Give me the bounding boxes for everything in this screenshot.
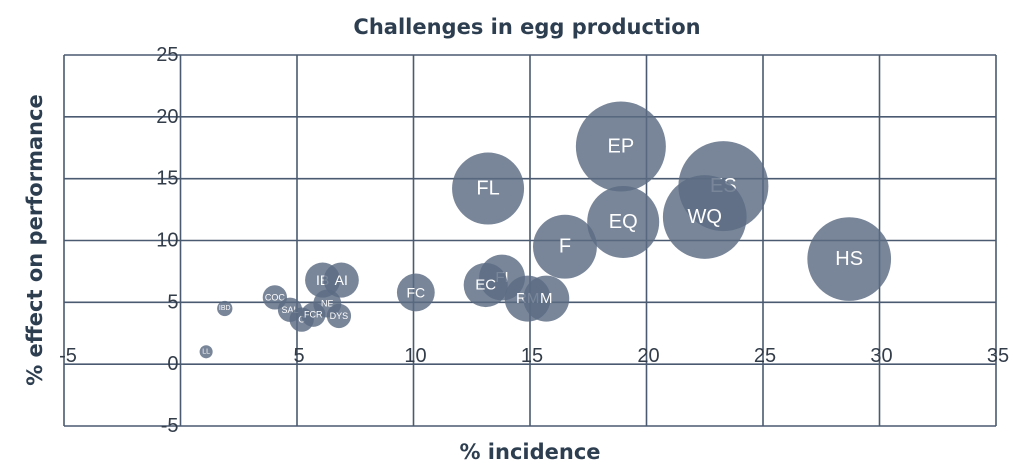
x-tick-label: 35 <box>987 345 1009 367</box>
bubble-label: NE <box>321 299 334 309</box>
bubble-eq <box>587 185 660 258</box>
x-tick-label: 5 <box>293 345 304 367</box>
y-tick-label: -5 <box>161 415 179 437</box>
y-tick-label: 20 <box>156 106 178 128</box>
bubble-label: DYS <box>330 311 349 321</box>
bubble-label: C <box>298 315 305 325</box>
x-tick-label: 30 <box>870 345 892 367</box>
bubble-label: F <box>559 236 571 258</box>
bubble-label: EC <box>475 277 496 294</box>
y-tick-label: 15 <box>156 168 178 190</box>
bubble-label: LL <box>202 348 210 355</box>
bubble-fl <box>452 152 525 225</box>
bubble-ep <box>575 101 666 192</box>
y-tick-label: 0 <box>167 353 178 375</box>
bubble-hs <box>807 217 892 301</box>
bubble-ec <box>463 262 508 308</box>
x-tick-label: 15 <box>521 345 543 367</box>
y-tick-label: 10 <box>156 230 178 252</box>
bubble-fc <box>396 273 435 312</box>
bubble-label: FC <box>406 284 425 300</box>
x-tick-label: 25 <box>754 345 776 367</box>
chart-title: Challenges in egg production <box>353 15 700 39</box>
bubble-label: HS <box>835 248 863 270</box>
bubble-dys <box>326 303 352 329</box>
bubble-label: WQ <box>688 206 722 228</box>
bubble-label: FL <box>476 178 499 200</box>
bubble-fcr <box>301 302 326 327</box>
bubble-label: EQ <box>609 211 638 233</box>
x-tick-label: 20 <box>637 345 659 367</box>
bubble-label: COC <box>265 292 286 302</box>
bubble-label: AI <box>335 272 348 288</box>
y-tick-label: 5 <box>167 291 178 313</box>
bubble-wq <box>662 175 747 259</box>
bubble-label: FCR <box>304 310 323 320</box>
bubble-m <box>523 275 570 322</box>
bubble-ll <box>199 345 213 359</box>
tick-labels: -5 5 10 15 20 25 30 35 25 20 15 10 5 0 -5 <box>59 44 1009 437</box>
x-tick-label: -5 <box>59 345 77 367</box>
bubble-label: EP <box>608 136 635 158</box>
bubbles: EPESWQEQFLFHSFIECRMMFCIBAINECOCSALCFCRDY… <box>199 101 892 359</box>
bubble-label: SAL <box>282 305 299 315</box>
y-axis-title: % effect on performance <box>23 94 47 386</box>
x-axis-title: % incidence <box>459 440 600 464</box>
bubble-label: M <box>540 290 553 307</box>
bubble-ai <box>323 262 359 298</box>
y-tick-label: 25 <box>156 44 178 66</box>
bubble-ibd <box>217 300 233 317</box>
bubble-label: IBD <box>219 305 231 312</box>
x-tick-label: 10 <box>404 345 426 367</box>
bubble-f <box>533 214 597 279</box>
